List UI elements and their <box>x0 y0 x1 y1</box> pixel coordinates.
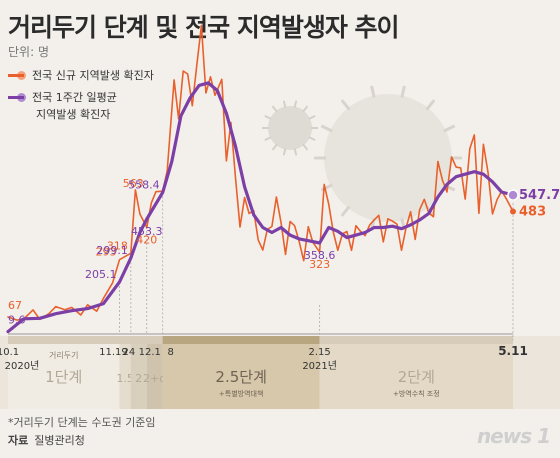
chart-title: 거리두기 단계 및 전국 지역발생자 추이 <box>8 13 400 42</box>
data-label: 483 <box>519 204 546 219</box>
virus-spike <box>293 148 298 156</box>
stage-band <box>130 336 147 409</box>
x-year-label: 2020년 <box>5 360 40 372</box>
virus-spike <box>320 183 333 192</box>
virus-spike <box>302 143 309 151</box>
data-label: 323 <box>309 258 330 271</box>
stage-name: 거리두기 <box>49 351 78 360</box>
stage-band <box>8 336 120 409</box>
legend-weekly-line <box>8 95 24 99</box>
stage-band-top <box>130 336 147 344</box>
virus-spike <box>340 205 351 217</box>
stage-band <box>319 336 513 409</box>
legend-item-daily: 전국 신규 지역발생 확진자 <box>8 66 154 84</box>
data-label: 547.7 <box>519 188 560 203</box>
data-label: 299.1 <box>96 244 128 257</box>
stage-label: 1.5 <box>116 372 134 385</box>
virus-spike <box>271 105 278 113</box>
data-label: 205.1 <box>85 268 117 281</box>
virus-spike <box>264 136 272 142</box>
x-tick-label: 12.1 <box>139 347 161 358</box>
x-tick-label: 8 <box>167 347 173 358</box>
data-label: 318 <box>107 239 128 252</box>
virus-spike <box>302 105 309 113</box>
legend: 전국 신규 지역발생 확진자 전국 1주간 일평균 지역발생 확진자 <box>8 66 154 124</box>
x-tick-label: 24 <box>122 347 135 358</box>
virus-spike <box>370 85 376 98</box>
stage-band-top <box>319 336 513 344</box>
footnote: *거리두기 단계는 수도권 기준임 <box>8 416 156 429</box>
x-tick-label: 11.19 <box>99 347 128 358</box>
stage-label: 2 <box>135 372 142 385</box>
source-label: 자료 <box>8 434 29 447</box>
guide-lines <box>119 192 514 340</box>
series-lines <box>6 24 519 334</box>
virus-large <box>324 94 452 222</box>
stage-sub: +특별방역대책 <box>219 389 264 398</box>
source-line: 자료 질병관리청 <box>8 432 85 448</box>
virus-small <box>268 106 312 150</box>
data-label: 420 <box>136 233 157 246</box>
virus-spike <box>293 100 298 108</box>
stage-band-top <box>119 336 131 344</box>
x-tick-label: 2.15 <box>309 347 331 358</box>
stage-label: 2.5단계 <box>215 368 266 386</box>
source-name: 질병관리청 <box>34 434 85 447</box>
stage-band <box>162 336 320 409</box>
series-line-daily <box>7 24 514 321</box>
unit-label: 단위: 명 <box>8 45 49 59</box>
data-label: 293 <box>95 246 116 259</box>
virus-spike <box>425 99 436 111</box>
virus-spike <box>400 85 406 98</box>
virus-spike <box>308 114 316 120</box>
virus-illustration <box>262 85 462 231</box>
virus-spike <box>264 114 272 120</box>
end-point-weekly <box>507 189 519 201</box>
data-label: 558.4 <box>128 178 160 191</box>
virus-spike <box>271 143 278 151</box>
legend-daily-label: 전국 신규 지역발생 확진자 <box>32 69 154 82</box>
stage-label: 2단계 <box>398 368 435 386</box>
stage-band <box>146 336 163 409</box>
data-label: 453.3 <box>131 225 163 238</box>
stage-sub: +방역수칙 조정 <box>393 389 440 398</box>
data-label: 358.6 <box>304 249 336 262</box>
stage-band <box>119 336 131 409</box>
virus-spike <box>308 136 316 142</box>
data-label: 563 <box>123 177 144 190</box>
virus-spike <box>443 124 456 133</box>
x-year-label: 2021년 <box>302 360 337 372</box>
virus-spike <box>340 99 351 111</box>
legend-item-weekly: 전국 1주간 일평균 <box>8 88 154 106</box>
legend-weekly-label-2: 지역발생 확진자 <box>36 108 111 121</box>
stage-label: 2+α <box>143 372 166 385</box>
stage-band-top <box>146 336 163 344</box>
end-point-daily <box>510 208 516 215</box>
stage-band-top <box>8 336 120 344</box>
stage-band-top <box>162 336 320 344</box>
legend-daily-line <box>8 73 24 77</box>
news1-logo: news 1 <box>476 424 551 448</box>
x-tick-label: 5.11 <box>498 344 528 358</box>
data-label: 67 <box>8 299 22 312</box>
legend-weekly-label-1: 전국 1주간 일평균 <box>32 91 117 104</box>
x-tick-label: 10.1 <box>0 347 19 358</box>
virus-spike <box>320 124 333 133</box>
data-label: 9.6 <box>8 314 26 327</box>
virus-spike <box>282 148 287 156</box>
stage-bands: 거리두기 1단계 1.5 2 2+α 2.5단계 +특별방역대책 2단계 +방역수칙 조정 <box>0 336 560 409</box>
stage-label: 1단계 <box>45 368 82 386</box>
series-line-weekly <box>6 81 515 334</box>
virus-spike <box>282 100 287 108</box>
